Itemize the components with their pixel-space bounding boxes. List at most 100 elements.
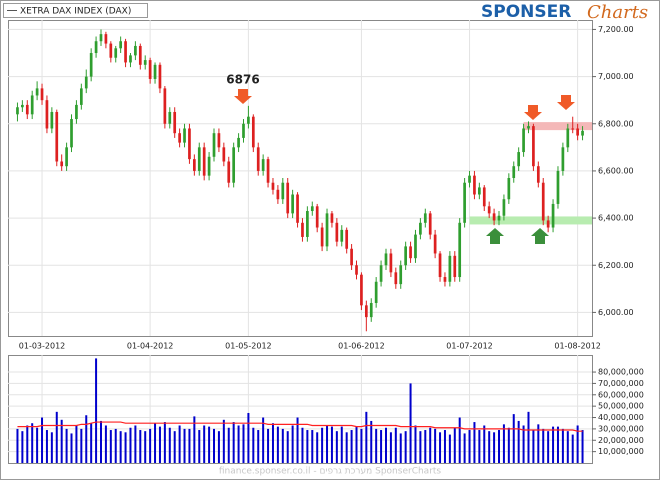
volume-bar [193,416,196,463]
candle-body [138,45,142,65]
volume-bar [311,430,314,463]
candle-body [65,147,68,167]
volume-bar [227,427,230,463]
volume-bar [173,431,176,463]
candle-body [394,272,398,285]
candle-body [492,213,496,221]
resistance-band [523,122,592,131]
candle-body [399,265,403,285]
volume-bar [576,425,579,463]
volume-bar [129,427,132,463]
candle-body [355,265,358,275]
candle-body [197,147,201,171]
volume-bar [384,427,387,463]
candle-body [134,45,137,56]
volume-bar [144,431,147,463]
volume-bar [493,432,496,463]
volume-bar [85,415,88,463]
x-tick-label: 01-03-2012 [19,342,66,351]
candle-body [438,253,442,278]
candle-body [281,182,285,200]
candle-body [571,128,575,130]
volume-bar [443,430,446,463]
y-tick-label: 50,000,000 [598,402,644,411]
x-tick-label: 01-05-2012 [225,342,272,351]
sell-arrow [557,95,575,110]
candle-body [419,222,422,235]
volume-bar [26,425,29,463]
volume-bar [458,417,461,463]
candle-body [212,133,216,157]
volume-bar [468,430,471,463]
volume-bar [252,427,255,463]
candle-body [423,213,427,223]
volume-bar [306,430,309,463]
y-tick-label: 30,000,000 [598,424,644,433]
volume-bar [301,427,304,463]
volume-bar [80,428,83,463]
volume-bar [168,427,171,463]
x-tick-label: 01-08-2012 [554,342,601,351]
candle-body [60,161,64,167]
volume-bar [542,428,545,463]
logo-main: SPONSER [481,2,571,22]
volume-bar [222,419,225,463]
volume-bar [114,428,117,463]
volume-bar [439,432,442,463]
volume-bar [453,427,456,463]
volume-bar [448,434,451,463]
volume-bar [561,428,564,463]
volume-bar [473,422,476,463]
volume-ma-line [17,421,583,432]
volume-bar [50,432,53,463]
candle-body [237,137,240,148]
candle-body [409,246,412,259]
candle-body [566,128,570,148]
candle-body [502,199,506,216]
volume-bar [571,434,574,463]
candle-body [360,274,363,306]
volume-bar [124,432,127,463]
volume-bar [517,420,520,463]
volume-bar [286,431,289,463]
volume-bar [65,428,68,463]
sell-arrow [524,105,542,120]
volume-bar [36,427,39,463]
volume-bar [109,430,112,463]
candle-body [50,111,54,129]
buy-arrow [486,228,504,244]
volume-bar [276,426,279,463]
y-tick-label: 60,000,000 [598,390,644,399]
candle-body [242,123,245,138]
volume-bar [217,431,220,463]
volume-bar [134,425,137,463]
y-tick-label: 6,200.00 [598,261,634,270]
candle-body [487,206,491,214]
candle-body [21,104,24,108]
volume-bar [183,428,186,463]
candle-body [310,206,314,212]
candle-body [404,246,407,266]
candle-body [532,126,535,167]
y-tick-label: 40,000,000 [598,413,644,422]
volume-bar [365,411,368,463]
candle-body [301,222,304,237]
y-tick-label: 10,000,000 [598,447,644,456]
volume-bar [380,430,383,463]
candle-body [217,133,221,148]
candle-body [433,234,437,254]
volume-bar [296,417,299,463]
candle-body [522,128,525,153]
candle-body [266,159,270,183]
volume-bar [335,431,338,463]
candle-body [222,147,226,162]
volume-bar [394,427,397,463]
candle-body [286,182,290,214]
x-tick-label: 01-07-2012 [446,342,493,351]
candle-body [473,175,476,195]
candle-body [183,128,186,143]
plot-layer: 6,000.00 6,200.00 6,400.00 6,600.00 6,800.00… [8,20,644,463]
volume-bar [154,423,157,463]
volume-bar [478,430,481,463]
candle-body [556,170,560,204]
